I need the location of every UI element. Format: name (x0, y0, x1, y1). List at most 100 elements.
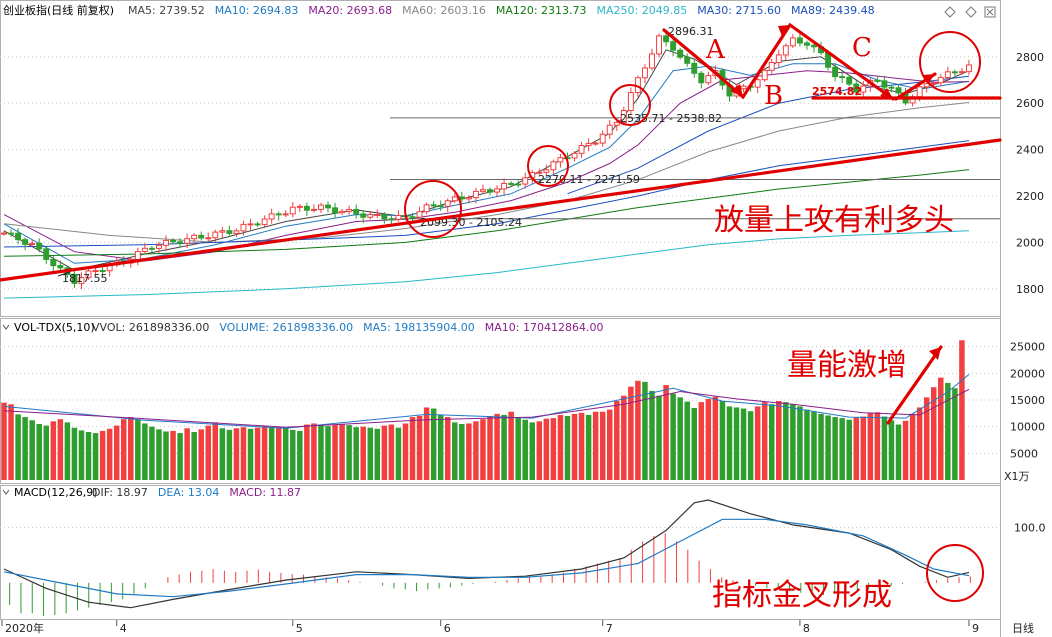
candle-body (944, 71, 951, 79)
volume-bar (768, 404, 775, 480)
candle-body (684, 56, 691, 64)
close-box-icon[interactable] (984, 6, 996, 18)
candle-body (487, 189, 493, 193)
candle-body (141, 247, 148, 252)
volume-bar (733, 407, 740, 480)
candle-body (663, 35, 670, 43)
candle-body (22, 239, 29, 245)
volume-bar (557, 414, 564, 480)
volume-bar (797, 406, 803, 480)
panel-frames (0, 0, 1001, 637)
candle-body (332, 207, 339, 214)
level-b-label: 2270.11 - 2271.59 (538, 173, 640, 186)
candle-body (508, 182, 515, 185)
candle-body (951, 71, 958, 74)
annotation-golden-cross: 指标金叉形成 (712, 578, 892, 613)
legend-item: MA20: 2693.68 (308, 4, 392, 17)
chevron-down-icon[interactable] (2, 324, 10, 330)
candle-body (916, 86, 923, 98)
volume-bar (853, 417, 860, 480)
volume-bar (430, 408, 437, 480)
volume-bar (219, 428, 226, 480)
volume-bar (895, 424, 902, 480)
y-tick-label: 10000 (1010, 421, 1045, 434)
price-labels: 2896.31 1817.55 2535.71 - 2538.82 2270.1… (62, 25, 862, 285)
volume-bar (360, 426, 366, 480)
candle-body (289, 206, 296, 215)
volume-bar (346, 425, 352, 480)
volume-bar (811, 411, 817, 480)
candle-body (444, 200, 451, 207)
candle-body (303, 205, 310, 211)
volume-bar (452, 422, 458, 480)
volume-bar (909, 413, 916, 480)
volume-bar (353, 427, 359, 480)
volume-bar (297, 430, 303, 480)
macd-lines (3, 499, 970, 609)
candle-body (705, 75, 712, 84)
candle-body (261, 218, 268, 226)
volume-bar (670, 393, 676, 480)
volume-bar (233, 428, 240, 480)
candle-body (853, 83, 860, 93)
volume-ma-lines (3, 374, 970, 429)
legend-item: DEA: 13.04 (158, 486, 219, 499)
volume-bar (916, 407, 923, 480)
diamond-icon[interactable] (944, 6, 956, 18)
x-tick-label: 9 (972, 622, 979, 635)
candle-body (923, 83, 930, 88)
candle-body (557, 157, 564, 163)
toolbar-icons[interactable] (944, 6, 996, 18)
volume-bar (268, 427, 275, 480)
candle-body (191, 234, 198, 240)
volume-bar (923, 397, 930, 480)
volume-bar (571, 413, 578, 480)
volume-bar (480, 419, 486, 480)
candle-body (691, 62, 698, 74)
y-axis-ticks: 2800 2600 2400 2200 2000 1800 25000 20000 15000 1… (1010, 51, 1046, 535)
candle-body (353, 208, 360, 215)
candle-body (599, 133, 606, 144)
candle-body (782, 45, 789, 56)
volume-bar (684, 401, 690, 480)
volume-bar (466, 423, 472, 480)
volume-bar (191, 432, 197, 480)
volume-unit-label: X1万 (1004, 470, 1030, 483)
ma250-line (3, 230, 970, 299)
volume-chart-title: VOL-TDX(5,10) (14, 321, 95, 334)
diamond-icon[interactable] (965, 6, 977, 18)
volume-bar (649, 390, 655, 480)
volume-ma5-line (3, 374, 970, 429)
candle-body (606, 124, 613, 135)
candle-body (620, 109, 627, 123)
candle-body (860, 85, 867, 93)
volume-bar (614, 401, 620, 480)
candle-body (233, 230, 240, 234)
highlight-circles (404, 31, 984, 602)
candle-body (78, 277, 85, 284)
chevron-down-icon[interactable] (2, 489, 10, 495)
candle-body (592, 142, 599, 145)
volume-bar (902, 420, 909, 480)
candle-body (698, 72, 705, 84)
volume-bar (783, 402, 789, 480)
volume-bar (325, 426, 331, 480)
volume-bar (776, 401, 782, 480)
volume-bar (381, 425, 388, 480)
volume-bar (543, 418, 550, 480)
ma120-line (3, 169, 970, 257)
annotation-c: C (852, 33, 872, 63)
candle-body (381, 214, 388, 220)
volume-bar (22, 417, 28, 480)
volume-bar (536, 421, 543, 480)
candle-body (29, 242, 36, 245)
candle-body (641, 67, 648, 79)
candle-body (360, 213, 367, 218)
volume-bar (606, 409, 613, 480)
candle-body (268, 213, 275, 220)
volume-bar (515, 417, 521, 480)
annotation-a: A (705, 35, 726, 65)
macd-chart-title: MACD(12,26,9) (14, 486, 98, 499)
level-a-label: 2535.71 - 2538.82 (620, 112, 722, 125)
low-price-label: 1817.55 (62, 272, 108, 285)
